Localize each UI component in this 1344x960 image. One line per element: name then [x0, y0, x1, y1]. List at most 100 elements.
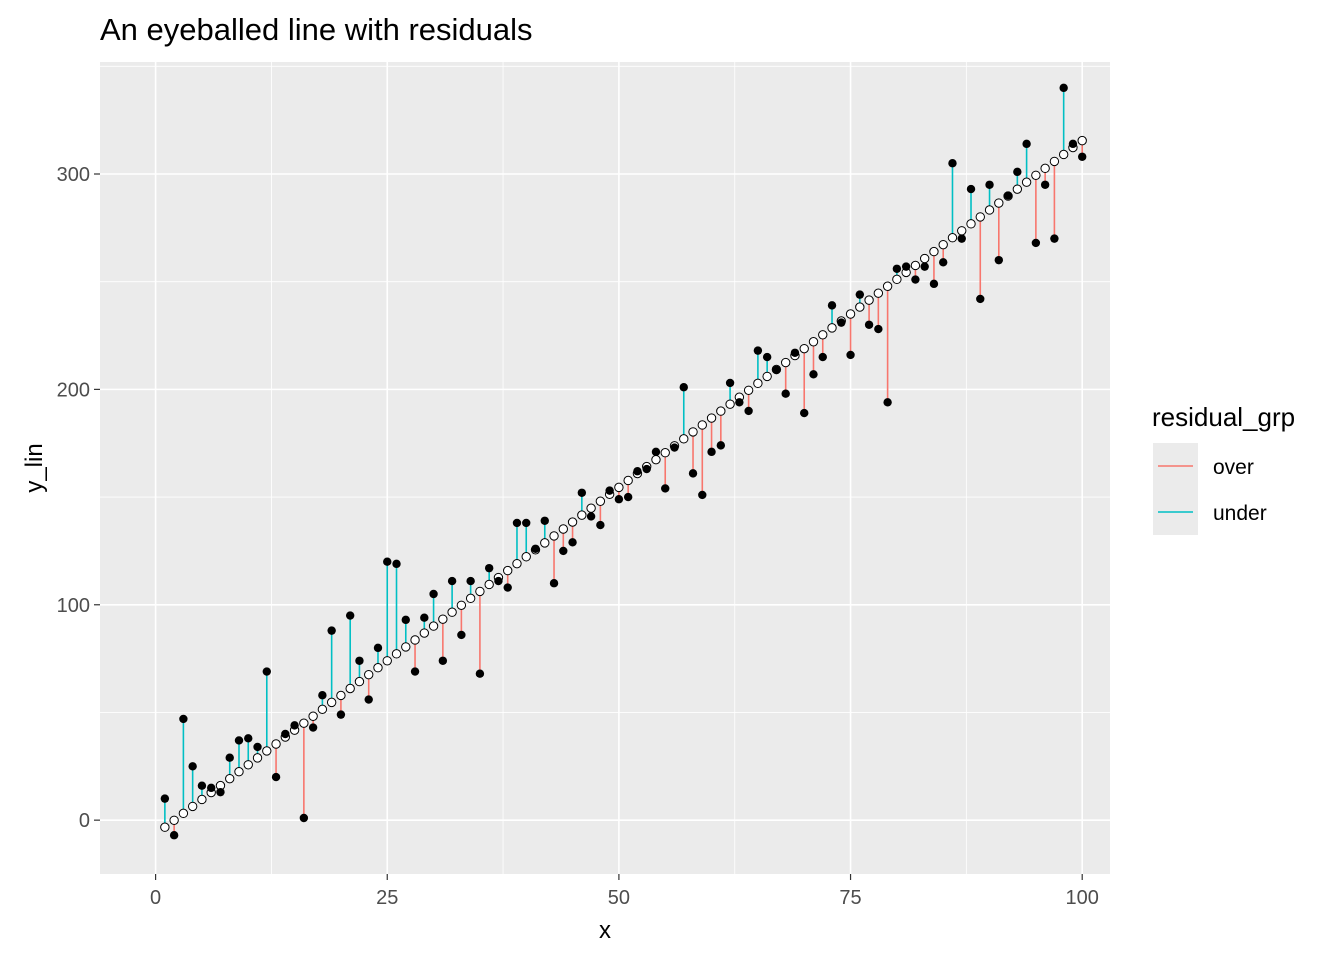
data-point [846, 350, 855, 360]
data-point [1022, 139, 1031, 149]
data-point [716, 441, 726, 450]
grid-minor [100, 62, 1110, 874]
data-point [586, 512, 596, 521]
fitted-point [382, 656, 392, 666]
fitted-point [994, 198, 1004, 208]
fitted-point [873, 288, 884, 298]
fitted-point [892, 274, 902, 285]
data-point [661, 484, 670, 493]
data-point [1078, 152, 1087, 161]
data-point [290, 721, 299, 730]
y-tick-label: 100 [57, 595, 90, 617]
fitted-point [827, 323, 837, 333]
data-point [206, 783, 216, 793]
data-point [345, 611, 355, 620]
fitted-point [697, 420, 707, 430]
fitted-point [262, 746, 272, 756]
fitted-point [855, 302, 865, 312]
fitted-point [187, 801, 198, 812]
x-axis-title: x [599, 917, 611, 944]
x-tick-label: 100 [1066, 887, 1099, 909]
data-point [531, 544, 540, 553]
data-point [642, 464, 651, 474]
fitted-point [660, 448, 670, 458]
data-point [855, 290, 865, 299]
data-point [818, 352, 827, 362]
fitted-point [419, 628, 430, 638]
data-point [772, 365, 781, 375]
fitted-point [428, 621, 439, 631]
fitted-point [595, 496, 606, 506]
data-point [939, 258, 948, 267]
data-point [670, 443, 679, 452]
x-tick-label: 25 [376, 887, 398, 909]
fitted-point [197, 794, 207, 805]
data-point [735, 398, 744, 407]
fitted-point [567, 517, 578, 527]
data-point [559, 546, 568, 556]
x-tick-label: 75 [839, 887, 861, 909]
fitted-point [753, 378, 763, 389]
data-point [577, 488, 587, 497]
data-point [225, 753, 234, 762]
data-point [688, 469, 698, 478]
data-point [883, 398, 892, 407]
data-point [568, 538, 577, 547]
data-point [985, 180, 994, 189]
data-point [373, 643, 383, 653]
fitted-point [484, 579, 494, 590]
fitted-point [743, 385, 754, 395]
fitted-point [456, 600, 467, 610]
fitted-point [475, 586, 485, 597]
data-point [698, 490, 707, 500]
data-point [707, 447, 716, 457]
fitted-point [234, 767, 244, 777]
data-point [911, 275, 920, 284]
y-axis-title: y_lin [21, 443, 48, 492]
fitted-point [317, 704, 328, 715]
data-point [753, 346, 763, 355]
data-point [364, 695, 373, 704]
data-point [160, 794, 170, 803]
y-axis: 0 100 200 300 [57, 164, 100, 832]
fitted-point [975, 212, 985, 222]
fitted-point [651, 454, 661, 465]
fitted-point [549, 531, 559, 541]
fitted-point [716, 406, 726, 416]
fitted-point [540, 538, 550, 548]
fitted-point [252, 753, 263, 763]
data-point [901, 262, 911, 271]
fitted-point [410, 635, 420, 645]
fitted-point [1031, 170, 1041, 180]
data-point [781, 389, 790, 398]
data-point [920, 262, 929, 271]
x-tick-label: 50 [608, 887, 630, 909]
fitted-point [929, 246, 939, 257]
fitted-point [577, 510, 587, 520]
data-point [1040, 180, 1050, 189]
data-point [179, 714, 188, 724]
data-point [429, 589, 438, 599]
data-point [271, 772, 281, 782]
data-point [623, 492, 633, 502]
data-point [1003, 191, 1013, 200]
fitted-point [1040, 163, 1050, 174]
data-point [1059, 83, 1068, 93]
data-point [299, 813, 309, 823]
data-point [762, 352, 772, 362]
data-point [892, 264, 902, 273]
fitted-point [679, 434, 689, 444]
fitted-point [364, 669, 374, 680]
data-point [169, 831, 179, 840]
data-point [725, 378, 735, 388]
fitted-point [271, 739, 281, 749]
fitted-point [178, 808, 189, 819]
y-tick-label: 200 [57, 379, 90, 401]
y-tick-label: 300 [57, 164, 90, 186]
data-point [234, 736, 244, 745]
fitted-point [225, 773, 235, 784]
data-point [651, 447, 661, 457]
fitted-point [586, 503, 596, 513]
data-point [966, 184, 976, 194]
data-point [253, 742, 262, 752]
